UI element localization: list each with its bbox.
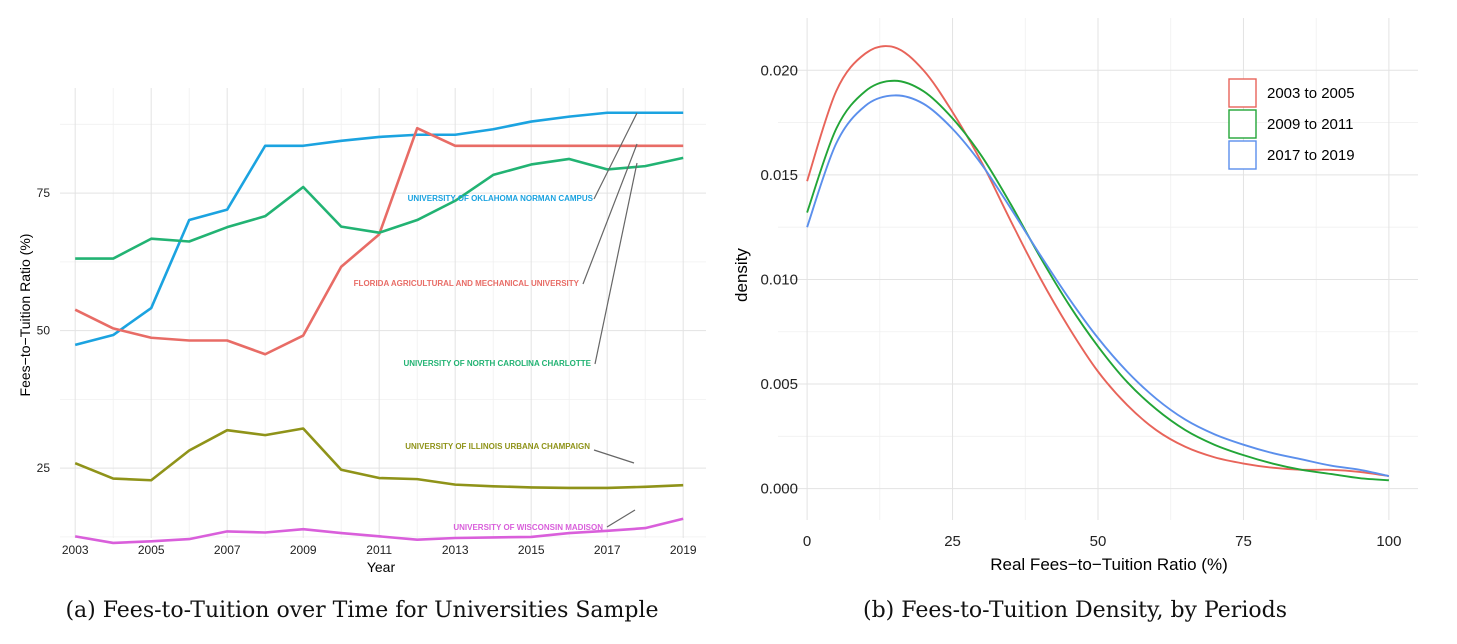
panel-a-caption: (a) Fees-to-Tuition over Time for Univer…	[65, 598, 658, 623]
panel-b-caption: (b) Fees-to-Tuition Density, by Periods	[863, 598, 1287, 623]
density-curve-2003-to-2005	[806, 45, 1390, 478]
panel-b-legend: 2003 to 2005 2009 to 2011 2017 to 2019	[1228, 78, 1355, 170]
series-line-university-of-north-carolina-charlotte	[75, 156, 684, 260]
x-tick-label-2007: 2007	[214, 543, 241, 557]
y-tick-label-0: 0.000	[760, 481, 798, 498]
x-tick-label-2011: 2011	[366, 543, 392, 557]
panel-b-x-axis-title: Real Fees−to−Tuition Ratio (%)	[990, 555, 1227, 574]
series-line-university-of-illinois-urbana-champaign	[74, 427, 684, 490]
y-tick-label-50: 50	[37, 324, 51, 338]
panel-a-grid	[60, 88, 706, 538]
x-tick-label-2019: 2019	[670, 543, 697, 557]
y-tick-label-4: 0.020	[760, 62, 798, 79]
x-tick-label-100: 100	[1376, 533, 1401, 550]
panel-b-lines	[806, 45, 1390, 482]
panel-b-grid	[778, 18, 1418, 520]
annotation-label-university-of-wisconsin-madison: UNIVERSITY OF WISCONSIN MADISON	[453, 523, 603, 532]
panel-a-fees-over-time: UNIVERSITY OF OKLAHOMA NORMAN CAMPUS FLOR…	[17, 88, 706, 623]
annotation-label-university-of-north-carolina-charlotte: UNIVERSITY OF NORTH CAROLINA CHARLOTTE	[403, 359, 591, 368]
x-tick-label-2005: 2005	[138, 543, 165, 557]
x-tick-label-25: 25	[944, 533, 961, 550]
y-tick-label-3: 0.015	[760, 167, 798, 184]
x-tick-label-0: 0	[803, 533, 811, 550]
series-line-university-of-oklahoma-norman-campus	[74, 111, 684, 347]
legend-key-2017-to-2019	[1228, 140, 1257, 170]
annotation-label-university-of-illinois-urbana-champaign: UNIVERSITY OF ILLINOIS URBANA CHAMPAIGN	[405, 442, 590, 451]
density-curve-2009-to-2011	[806, 79, 1389, 482]
annotation-leader-university-of-illinois-urbana-champaign	[593, 449, 635, 464]
panel-a-x-axis-title: Year	[367, 559, 396, 575]
legend-key-2009-to-2011	[1228, 109, 1257, 139]
y-tick-label-75: 75	[37, 186, 51, 200]
x-tick-label-2013: 2013	[442, 543, 469, 557]
panel-b-ticks: 0 25 50 75 100 0.000 0.005 0.010 0.015 0.020	[760, 62, 1401, 550]
y-tick-label-2: 0.010	[760, 271, 798, 288]
x-tick-label-2017: 2017	[594, 543, 621, 557]
density-curve-2017-to-2019	[806, 94, 1390, 478]
panel-a-ticks: 2003 2005 2007 2009 2011 2013 2015 2017 2019 25 50…	[37, 186, 697, 557]
x-tick-label-50: 50	[1090, 533, 1107, 550]
annotation-leader-university-of-wisconsin-madison	[606, 509, 636, 528]
legend-key-2003-to-2005	[1228, 78, 1257, 108]
annotation-leader-florida-agricultural-and-mechanical-university	[582, 143, 638, 285]
annotation-label-university-of-oklahoma-norman-campus: UNIVERSITY OF OKLAHOMA NORMAN CAMPUS	[408, 194, 594, 203]
panel-a-y-axis-title: Fees−to−Tuition Ratio (%)	[17, 234, 33, 397]
annotation-leader-university-of-oklahoma-norman-campus	[593, 112, 638, 200]
legend-label-2017-to-2019: 2017 to 2019	[1267, 147, 1355, 164]
panel-b-y-axis-title: density	[732, 248, 751, 302]
legend-label-2009-to-2011: 2009 to 2011	[1267, 116, 1353, 133]
panel-a-annotations: UNIVERSITY OF OKLAHOMA NORMAN CAMPUS FLOR…	[354, 112, 638, 532]
x-tick-label-2003: 2003	[62, 543, 89, 557]
panel-b-density: 0 25 50 75 100 0.000 0.005 0.010 0.015 0.020 dens…	[732, 18, 1418, 623]
annotation-label-florida-agricultural-and-mechanical-university: FLORIDA AGRICULTURAL AND MECHANICAL UNIV…	[354, 279, 580, 288]
x-tick-label-75: 75	[1235, 533, 1252, 550]
series-line-florida-agricultural-and-mechanical-university	[74, 126, 684, 356]
x-tick-label-2015: 2015	[518, 543, 545, 557]
legend-label-2003-to-2005: 2003 to 2005	[1267, 85, 1355, 102]
y-tick-label-25: 25	[37, 461, 51, 475]
panel-a-lines	[74, 111, 684, 545]
annotation-leader-university-of-north-carolina-charlotte	[594, 162, 638, 365]
x-tick-label-2009: 2009	[290, 543, 317, 557]
series-line-university-of-wisconsin-madison	[74, 517, 684, 545]
y-tick-label-1: 0.005	[760, 376, 798, 393]
